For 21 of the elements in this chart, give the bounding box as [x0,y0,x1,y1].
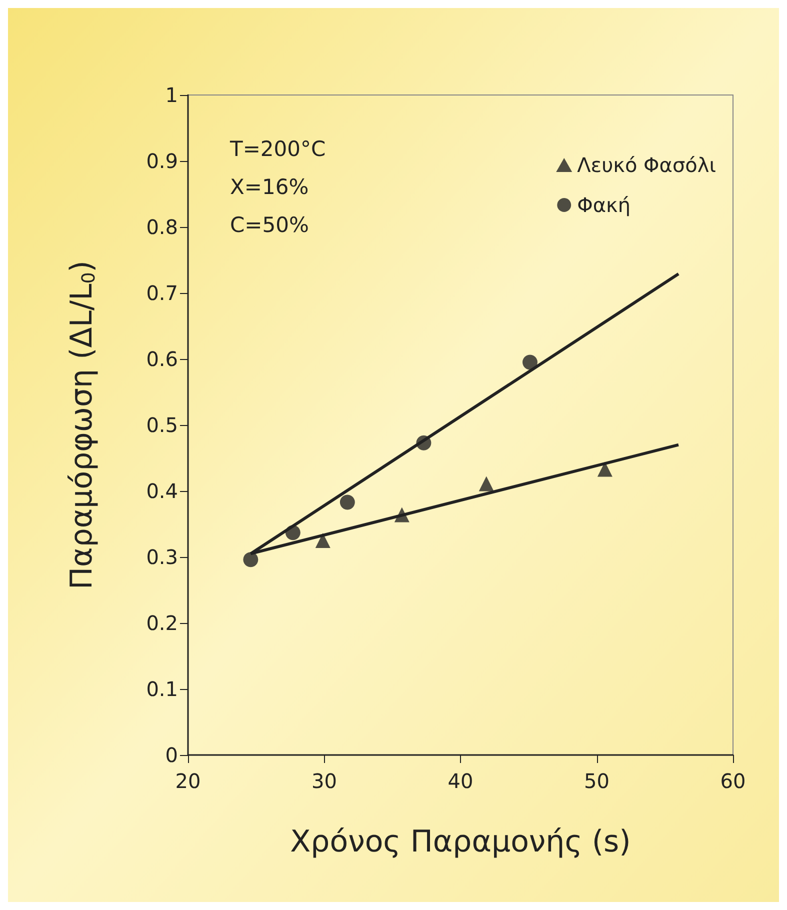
y-tick-label: 0.2 [146,611,178,635]
y-axis-title: Παραμόρφωση (ΔL/L0) [64,260,100,590]
x-tick-label: 60 [720,769,746,793]
x-axis-title: Χρόνος Παραμονής (s) [290,824,631,860]
y-tick-label: 0.4 [146,479,178,503]
y-tick-label: 0.1 [146,677,178,701]
y-tick-label: 0.9 [146,149,178,173]
x-tick-label: 50 [584,769,610,793]
y-tick-label: 0 [165,743,178,767]
legend-label: Φακή [577,193,631,217]
y-tick-label: 1 [165,83,178,107]
legend-label: Λευκό Φασόλι [577,153,716,177]
x-tick-label: 30 [312,769,337,793]
y-tick-label: 0.5 [146,413,178,437]
y-tick-label: 0.8 [146,215,178,239]
x-tick-label: 20 [175,769,201,793]
y-tick-label: 0.7 [146,281,178,305]
annotation: T=200°C X=16% C=50% [229,137,326,237]
y-tick-label: 0.3 [146,545,178,569]
y-tick-label: 0.6 [146,347,178,371]
x-tick-label: 40 [448,769,474,793]
